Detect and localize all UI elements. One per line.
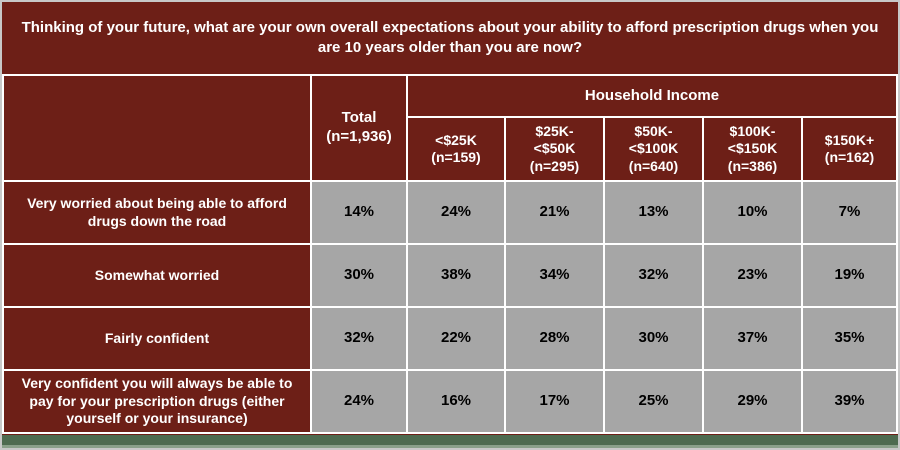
row-label: Somewhat worried xyxy=(2,243,312,308)
data-cell-total: 24% xyxy=(310,369,408,434)
column-header-total: Total (n=1,936) xyxy=(310,74,408,182)
data-cell: 24% xyxy=(406,180,506,245)
data-cell: 17% xyxy=(504,369,605,434)
data-cell: 10% xyxy=(702,180,803,245)
column-header-under-25k: <$25K (n=159) xyxy=(406,116,506,182)
data-cell: 37% xyxy=(702,306,803,371)
row-label: Very worried about being able to afford … xyxy=(2,180,312,245)
corner-cell xyxy=(2,74,312,182)
data-cell: 23% xyxy=(702,243,803,308)
data-cell: 28% xyxy=(504,306,605,371)
data-cell: 30% xyxy=(603,306,704,371)
data-cell: 34% xyxy=(504,243,605,308)
data-cell: 16% xyxy=(406,369,506,434)
table-row-somewhat-worried: Somewhat worried 30% 38% 34% 32% 23% 19% xyxy=(2,243,898,308)
row-label: Very confident you will always be able t… xyxy=(2,369,312,434)
data-cell-total: 30% xyxy=(310,243,408,308)
green-footer-strip xyxy=(2,435,898,448)
data-cell-total: 32% xyxy=(310,306,408,371)
data-cell: 25% xyxy=(603,369,704,434)
data-cell: 35% xyxy=(801,306,898,371)
data-cell: 22% xyxy=(406,306,506,371)
data-cell: 38% xyxy=(406,243,506,308)
data-cell: 39% xyxy=(801,369,898,434)
data-cell: 7% xyxy=(801,180,898,245)
column-header-25k-50k: $25K- <$50K (n=295) xyxy=(504,116,605,182)
data-cell: 19% xyxy=(801,243,898,308)
group-header-household-income: Household Income xyxy=(406,74,898,118)
column-header-150k-plus: $150K+ (n=162) xyxy=(801,116,898,182)
data-cell: 32% xyxy=(603,243,704,308)
table-row-very-confident: Very confident you will always be able t… xyxy=(2,369,898,434)
column-header-50k-100k: $50K- <$100K (n=640) xyxy=(603,116,704,182)
title-bar: Thinking of your future, what are your o… xyxy=(2,2,898,74)
data-cell-total: 14% xyxy=(310,180,408,245)
header-row-income-brackets: <$25K (n=159) $25K- <$50K (n=295) $50K- … xyxy=(3,116,898,182)
page-title: Thinking of your future, what are your o… xyxy=(21,18,879,56)
row-label: Fairly confident xyxy=(2,306,312,371)
header-row-group: Total (n=1,936) Household Income xyxy=(2,74,898,182)
table-row-fairly-confident: Fairly confident 32% 22% 28% 30% 37% 35% xyxy=(2,306,898,371)
data-cell: 13% xyxy=(603,180,704,245)
crosstab-table: Total (n=1,936) Household Income <$25K (… xyxy=(2,74,898,434)
column-header-100k-150k: $100K- <$150K (n=386) xyxy=(702,116,803,182)
data-cell: 21% xyxy=(504,180,605,245)
table-row-very-worried: Very worried about being able to afford … xyxy=(2,180,898,245)
data-cell: 29% xyxy=(702,369,803,434)
